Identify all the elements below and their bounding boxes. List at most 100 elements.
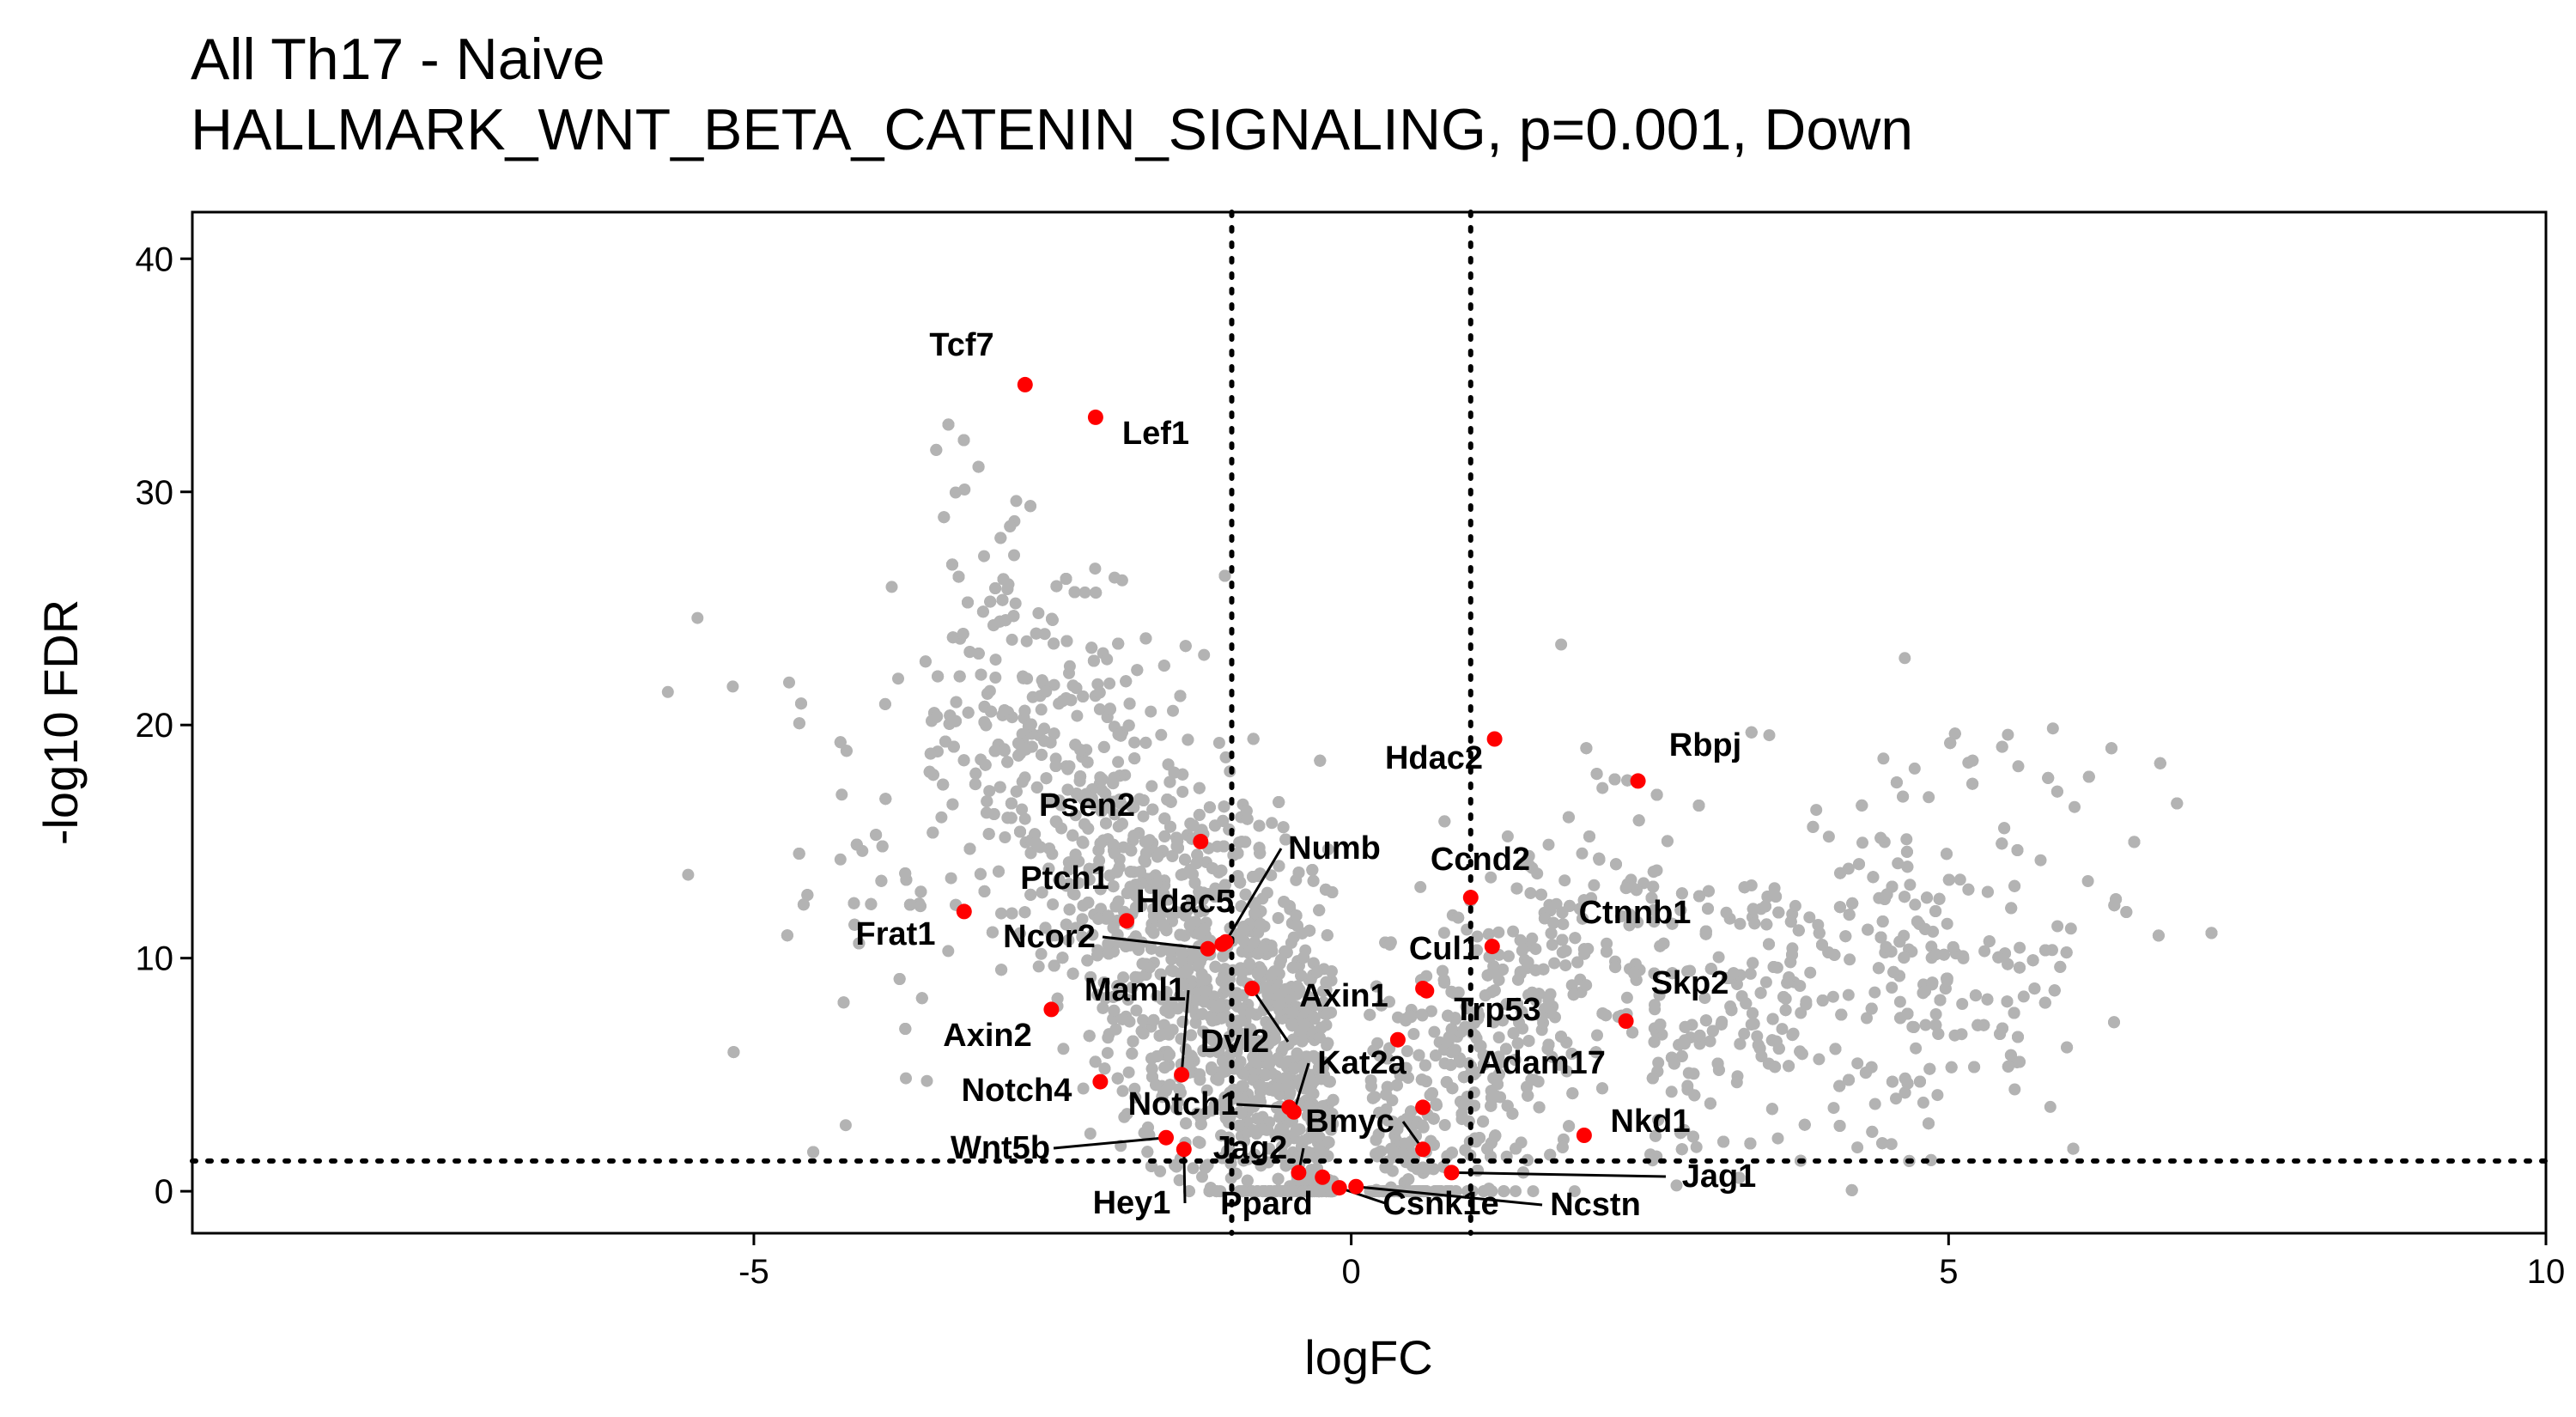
background-point [1868,986,1881,999]
background-point [1845,1183,1858,1196]
background-point [1112,756,1125,769]
background-point [1877,752,1890,765]
background-point [1704,1035,1716,1048]
background-point [969,767,982,780]
background-point [1569,932,1582,945]
background-point [1648,1036,1661,1049]
background-point [1890,1092,1902,1105]
background-point [1874,831,1887,844]
background-point [1046,613,1059,626]
background-point [1272,912,1285,924]
background-point [957,754,970,767]
background-point [1139,632,1152,645]
background-point [1730,1076,1743,1089]
background-point [1507,925,1520,938]
background-point [1176,786,1189,798]
background-point [1649,999,1661,1012]
background-point [1416,1119,1429,1132]
background-point [1128,736,1141,749]
background-point [1751,1030,1764,1043]
background-point [1966,777,1979,790]
background-point [807,1146,820,1159]
background-point [1901,861,1914,873]
background-point [1036,674,1048,687]
background-point [1568,1185,1581,1198]
background-point [1365,1079,1377,1092]
background-point [999,831,1012,843]
background-point [1665,1086,1678,1098]
background-point [1218,800,1230,813]
background-point [1843,909,1856,921]
background-point [2014,941,2026,954]
background-point [1929,905,1942,917]
background-point [1193,781,1206,794]
background-point [1524,887,1537,899]
background-point [1897,790,1910,803]
background-point [1109,571,1121,584]
background-point [1704,1097,1716,1110]
background-point [1414,880,1427,893]
background-point [1098,1062,1111,1075]
background-point [1910,1042,1923,1055]
background-point [1236,1079,1249,1092]
background-point [1752,1039,1765,1051]
background-point [2011,844,2024,856]
background-point [1678,1037,1691,1050]
background-point [1839,930,1852,943]
background-point [1069,739,1082,751]
background-point [1198,648,1211,661]
background-point [1763,938,1775,951]
background-point [1834,867,1847,879]
background-point [1892,857,1905,870]
background-point [726,680,739,693]
background-point [1438,1119,1451,1131]
background-point [1063,660,1076,672]
background-point [878,697,891,710]
background-point [1010,495,1023,508]
background-point [1040,685,1053,698]
background-point [1698,992,1711,1005]
background-point [978,885,991,897]
background-point [1945,1061,1958,1073]
background-point [1038,722,1051,735]
background-point [1507,1027,1520,1040]
background-point [2108,899,2121,912]
background-point [1786,948,1798,961]
background-point [834,853,847,866]
background-point [1851,1141,1864,1154]
background-point [1130,1004,1143,1017]
background-point [1116,1085,1129,1098]
background-point [835,788,848,801]
background-point [1032,607,1045,619]
background-point [1240,805,1253,818]
background-point [1048,727,1060,740]
background-point [1137,794,1150,806]
background-point [1160,924,1173,937]
background-point [1866,1125,1879,1138]
background-point [1909,898,1922,911]
background-point [1492,926,1505,939]
background-point [989,582,1002,594]
background-point [1048,678,1060,691]
background-point [927,826,939,839]
background-point [949,486,962,499]
background-point [1009,597,1022,610]
background-point [2051,920,2064,933]
background-point [1529,943,1542,956]
background-point [1014,825,1026,838]
background-point [1085,642,1098,654]
background-point [1492,1031,1505,1043]
background-point [1776,1023,1789,1036]
background-point [1501,830,1514,842]
background-point [1035,947,1048,960]
background-point [1880,888,1893,901]
background-point [682,868,695,881]
background-point [1923,791,1935,804]
background-point [691,611,704,624]
background-point [2001,995,2014,1008]
background-point [1996,1022,2008,1035]
background-point [2002,728,2014,741]
background-point [1786,1029,1799,1042]
background-point [1917,1096,1929,1109]
background-point [1425,1005,1437,1018]
